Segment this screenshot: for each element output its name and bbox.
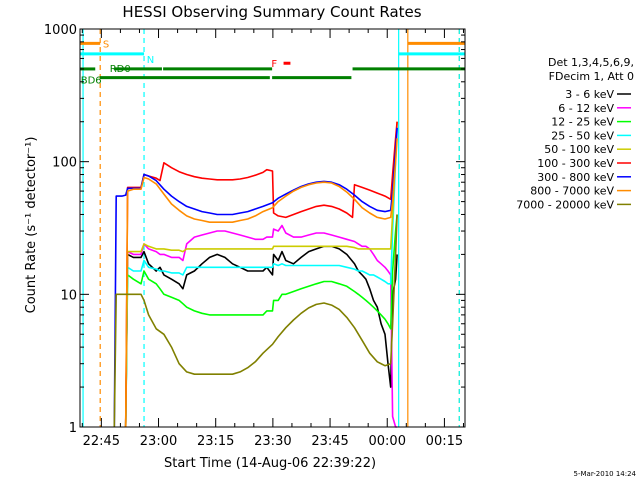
series-line-100-300-kev [124, 121, 398, 428]
series-line-25-50-kev [124, 127, 398, 428]
state-label-rd0: RD0 [110, 64, 131, 75]
x-tick-label-00-00: 00:00 [369, 434, 406, 449]
state-label-s: S [103, 39, 109, 50]
y-tick-label-10: 10 [60, 288, 77, 303]
legend-header-line2: FDecim 1, Att 0 [549, 70, 634, 83]
x-tick-label-22-45: 22:45 [83, 434, 120, 449]
legend-label-50-100-kev: 50 - 100 keV [544, 143, 614, 156]
x-tick-label-23-15: 23:15 [197, 434, 234, 449]
x-tick-label-23-30: 23:30 [254, 434, 291, 449]
x-tick-label-23-00: 23:00 [140, 434, 177, 449]
y-tick-label-1000: 1000 [44, 23, 77, 38]
series-line-7000-20000-kev [113, 214, 398, 428]
x-axis-label: Start Time (14-Aug-06 22:39:22) [164, 456, 376, 471]
state-label-n: N [147, 55, 154, 66]
x-tick-label-23-45: 23:45 [311, 434, 348, 449]
legend-label-300-800-kev: 300 - 800 keV [537, 171, 614, 184]
legend-label-7000-20000-kev: 7000 - 20000 keV [516, 198, 614, 211]
series-line-50-100-kev [124, 121, 398, 428]
footer-date: 5-Mar-2010 14:24 [574, 470, 637, 478]
state-label-bd6: BD6 [81, 76, 102, 87]
series-line-6-12-kev [124, 224, 398, 428]
series-line-300-800-kev [113, 127, 398, 428]
chart-title: HESSI Observing Summary Count Rates [122, 3, 421, 21]
legend-label-25-50-kev: 25 - 50 keV [551, 129, 614, 142]
y-tick-label-100: 100 [52, 156, 77, 171]
legend-label-800-7000-kev: 800 - 7000 keV [530, 185, 614, 198]
series-line-3-6-kev [124, 245, 398, 428]
y-axis-label: Count Rate (s⁻¹ detector⁻¹) [24, 137, 39, 314]
legend-label-6-12-kev: 6 - 12 keV [558, 102, 614, 115]
x-tick-label-00-15: 00:15 [426, 434, 463, 449]
legend-label-3-6-kev: 3 - 6 keV [565, 88, 614, 101]
legend-label-12-25-kev: 12 - 25 keV [551, 116, 614, 129]
y-tick-label-1: 1 [69, 421, 77, 436]
state-label-f: F [271, 59, 277, 70]
series-line-800-7000-kev [124, 138, 398, 428]
plot-area: S N F RD0 BD6 1 10 100 1000 22:45 23:00 23:15 23:30 2… [44, 23, 466, 449]
series-line-12-25-kev [124, 214, 398, 428]
legend-header-line1: Det 1,3,4,5,6,9, [548, 56, 634, 69]
legend-label-100-300-kev: 100 - 300 keV [537, 157, 614, 170]
